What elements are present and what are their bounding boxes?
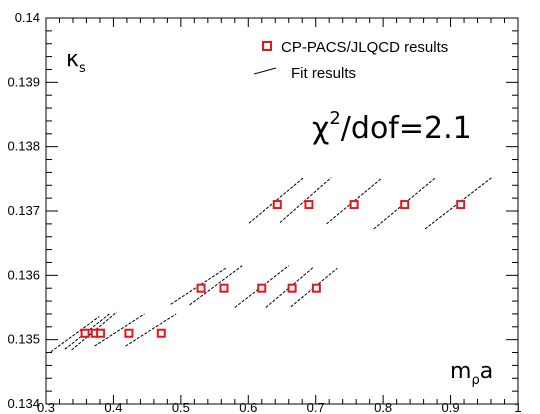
y-tick-label: 0.14 xyxy=(15,10,40,25)
x-tick-label: 0.8 xyxy=(374,400,392,414)
y-tick-label: 0.135 xyxy=(7,332,40,347)
data-point xyxy=(287,283,297,293)
y-tick-label: 0.136 xyxy=(7,267,40,282)
legend-label-results: CP-PACS/JLQCD results xyxy=(281,39,448,56)
fit-line xyxy=(94,313,145,347)
data-point xyxy=(124,328,134,338)
y-tick-label: 0.137 xyxy=(7,203,40,218)
data-point xyxy=(456,200,466,210)
fit-line xyxy=(279,177,332,223)
x-tick-label: 1 xyxy=(514,400,521,414)
data-point xyxy=(219,283,229,293)
legend: CP-PACS/JLQCD results Fit results xyxy=(253,39,448,82)
data-point xyxy=(196,283,206,293)
x-axis-label: mρa xyxy=(450,359,493,388)
x-tick-label: 0.6 xyxy=(239,400,257,414)
fit-line xyxy=(189,265,243,306)
x-axis-label-sub: ρ xyxy=(471,373,479,388)
y-tick-label: 0.134 xyxy=(7,396,40,411)
legend-marker-results xyxy=(262,41,272,51)
chi-symbol: χ xyxy=(312,111,329,146)
x-tick-label: 0.4 xyxy=(104,400,122,414)
chi-superscript: 2 xyxy=(329,108,340,129)
x-tick-label: 0.9 xyxy=(442,400,460,414)
data-point xyxy=(400,200,410,210)
y-tick-label: 0.139 xyxy=(7,74,40,89)
plot-frame xyxy=(45,17,519,405)
y-tick-label: 0.138 xyxy=(7,139,40,154)
fit-line xyxy=(248,177,304,224)
fit-line xyxy=(50,316,100,353)
axis-ticks: 0.3 0.4 0.5 0.6 0.7 0.8 0.9 10.1340.1350.1360.1… xyxy=(7,10,521,414)
y-axis-label-sub: s xyxy=(79,61,86,76)
fit-line xyxy=(125,313,177,347)
data-point xyxy=(311,283,321,293)
y-axis-label-main: κ xyxy=(66,47,79,72)
data-point xyxy=(80,328,90,338)
y-axis-label: κs xyxy=(66,47,86,76)
data-point xyxy=(304,200,314,210)
data-point xyxy=(156,328,166,338)
data-markers xyxy=(80,200,466,338)
data-point xyxy=(96,328,106,338)
x-axis-label-tail: a xyxy=(480,359,493,384)
x-tick-label: 0.5 xyxy=(172,400,190,414)
fit-line xyxy=(326,177,383,225)
fit-line xyxy=(265,267,314,308)
chi-squared-annotation: χ2/dof=2.1 xyxy=(312,108,472,146)
fit-line xyxy=(290,267,338,308)
legend-marker-fit xyxy=(253,67,277,75)
data-point xyxy=(272,200,282,210)
fit-lines xyxy=(50,177,493,353)
x-axis-label-main: m xyxy=(450,359,471,384)
legend-label-fit: Fit results xyxy=(291,65,356,82)
data-point xyxy=(349,200,359,210)
data-point xyxy=(257,283,267,293)
x-tick-label: 0.7 xyxy=(307,400,325,414)
chi-rest: /dof=2.1 xyxy=(341,111,472,146)
